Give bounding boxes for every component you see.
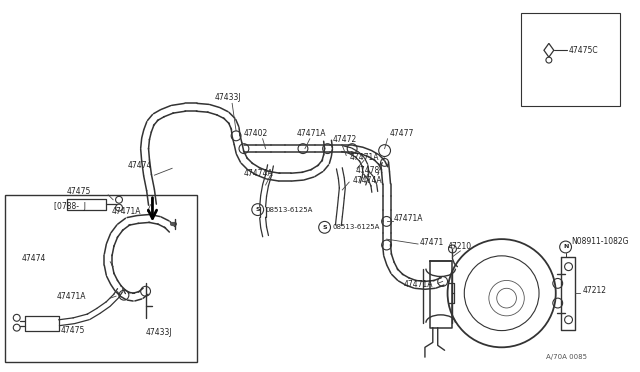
Text: 47212: 47212 xyxy=(582,286,606,295)
Text: 08513-6125A: 08513-6125A xyxy=(332,224,380,230)
Text: 47474A: 47474A xyxy=(352,176,382,185)
Text: 08513-6125A: 08513-6125A xyxy=(266,206,313,213)
Text: 47471A: 47471A xyxy=(403,280,433,289)
Circle shape xyxy=(252,204,264,215)
Text: S: S xyxy=(323,225,327,230)
Text: 47474A: 47474A xyxy=(244,169,273,178)
Circle shape xyxy=(560,241,572,253)
Bar xyxy=(5,195,196,362)
Text: 47478: 47478 xyxy=(356,166,380,175)
Text: 47474: 47474 xyxy=(22,254,46,263)
Text: 47402: 47402 xyxy=(244,129,268,138)
Text: 47472: 47472 xyxy=(332,135,356,144)
Text: S: S xyxy=(255,207,260,212)
Text: 47433J: 47433J xyxy=(145,328,172,337)
Bar xyxy=(522,13,620,106)
Text: 47433J: 47433J xyxy=(214,93,241,102)
Text: 47471A: 47471A xyxy=(57,292,86,301)
Text: A/70A 0085: A/70A 0085 xyxy=(546,354,587,360)
Text: 47475C: 47475C xyxy=(568,46,598,55)
Text: 47471A: 47471A xyxy=(349,153,379,162)
Text: [0788-  J: [0788- J xyxy=(54,202,86,211)
Text: N: N xyxy=(563,244,568,250)
Circle shape xyxy=(319,221,330,233)
Text: 47471A: 47471A xyxy=(394,214,423,223)
Text: 47474: 47474 xyxy=(128,161,152,170)
Text: 47471: 47471 xyxy=(420,238,444,247)
Text: 47471A: 47471A xyxy=(297,129,326,138)
Text: 47210: 47210 xyxy=(447,241,472,250)
Text: 47475: 47475 xyxy=(61,326,85,335)
Text: 47475: 47475 xyxy=(67,187,92,196)
Text: N08911-1082G: N08911-1082G xyxy=(572,237,629,246)
Text: 47477: 47477 xyxy=(390,129,414,138)
Text: 47471A: 47471A xyxy=(111,207,141,216)
